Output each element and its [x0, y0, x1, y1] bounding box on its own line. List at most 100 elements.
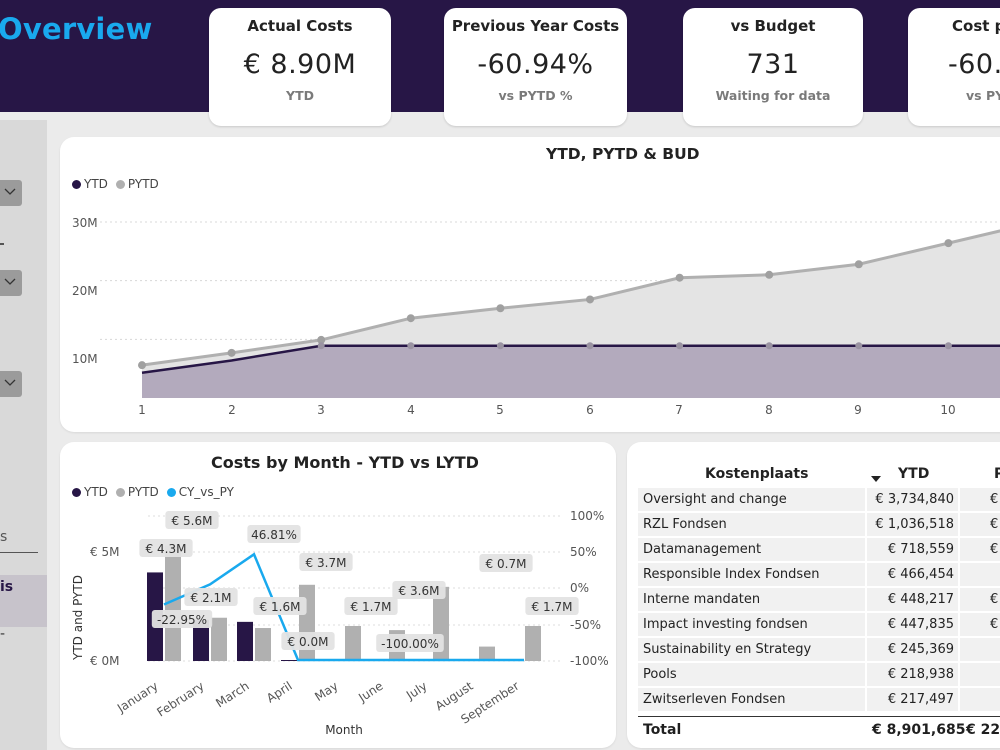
y-tick-label: 20M [72, 284, 98, 298]
slicer-dropdown[interactable] [0, 180, 22, 206]
table-row[interactable]: Interne mandaten € 448,217 € [638, 588, 1000, 611]
x-axis-title: Month [325, 723, 363, 737]
nav-item-label[interactable]: is [0, 579, 14, 595]
ytd-bar [237, 621, 253, 661]
legend-marker [115, 487, 125, 497]
legend-item-cy-vs-py[interactable]: CY_vs_PY [166, 485, 234, 499]
cell-ytd: € 3,734,840 [867, 488, 958, 511]
cell-ytd: € 448,217 [867, 588, 958, 611]
data-label-bg [165, 511, 219, 529]
total-py: € 22, [966, 722, 1000, 738]
y-tick-label: 30M [72, 216, 98, 230]
legend-item-pytd[interactable]: PYTD [115, 177, 159, 191]
x-tick-label: 7 [675, 403, 683, 417]
data-label: € 1.7M [525, 597, 579, 615]
x-axis-labels: January February March April May June Ju… [114, 679, 522, 727]
cell-py: € [960, 513, 1000, 536]
data-label-text: € 1.7M [532, 600, 573, 614]
cell-kostenplaats: Interne mandaten [638, 588, 865, 611]
cy-vs-py-line [163, 552, 524, 662]
cell-py: € [960, 613, 1000, 636]
table-row[interactable]: Impact investing fondsen € 447,835 € [638, 613, 1000, 636]
legend-marker [72, 179, 81, 189]
column-header-kostenplaats[interactable]: Kostenplaats [705, 466, 809, 482]
ytd-bar [193, 619, 209, 661]
cy-vs-py-line [163, 552, 524, 662]
chevron-down-icon [4, 379, 16, 386]
chart-title: Costs by Month - YTD vs LYTD [211, 453, 479, 472]
data-label: 46.81% [247, 525, 301, 543]
x-tick-label: March [213, 679, 251, 711]
nav-item-label[interactable]: s [0, 529, 8, 545]
data-label-bg [525, 597, 579, 615]
nav-item-active[interactable] [0, 575, 47, 627]
data-label-bg [151, 610, 213, 628]
x-tick-label: 1 [138, 403, 146, 417]
series-areas [142, 230, 1000, 398]
x-tick-label: 3 [317, 403, 325, 417]
kpi-subtitle: vs PYTD % [498, 88, 573, 103]
pytd-point [138, 361, 146, 370]
legend-label: YTD [84, 177, 108, 191]
data-label: € 4.3M [139, 539, 193, 557]
table-row[interactable]: Datamanagement € 718,559 € [638, 538, 1000, 561]
data-label: € 2.1M [184, 588, 238, 606]
kpi-value: -60.94% [477, 49, 594, 80]
pytd-bar [165, 545, 181, 661]
kpi-card-cost-partial[interactable]: Cost p -60. vs PY [908, 8, 1000, 126]
legend-item-pytd[interactable]: PYTD [115, 485, 159, 499]
data-label: € 1.6M [253, 597, 307, 615]
legend-item-ytd[interactable]: YTD [72, 177, 108, 191]
cell-ytd: € 447,835 [867, 613, 958, 636]
kpi-card-vs-budget[interactable]: vs Budget 731 Waiting for data [683, 8, 863, 126]
filter-sidebar: s is - [0, 120, 47, 750]
data-label-text: € 0.0M [288, 635, 329, 649]
table-row[interactable]: Zwitserleven Fondsen € 217,497 [638, 688, 1000, 711]
data-label: € 5.6M [165, 511, 219, 529]
column-header-ytd[interactable]: YTD [898, 466, 930, 482]
pytd-bar [479, 646, 495, 661]
kpi-card-actual-costs[interactable]: Actual Costs € 8.90M YTD [209, 8, 391, 126]
cell-ytd: € 217,497 [867, 688, 958, 711]
sort-descending-icon[interactable] [871, 476, 881, 483]
chevron-down-icon [4, 278, 16, 285]
ytd-point [496, 342, 504, 350]
x-tick-label: 8 [765, 403, 773, 417]
nav-item-label[interactable]: - [0, 626, 6, 642]
cell-kostenplaats: Impact investing fondsen [638, 613, 865, 636]
legend-marker [166, 487, 176, 497]
ytd-area [142, 345, 1000, 398]
data-label: € 3.7M [299, 553, 353, 571]
y-axis-title: YTD and PYTD [71, 575, 85, 661]
chart-legend: YTD PYTD [72, 177, 167, 191]
kpi-subtitle: Waiting for data [715, 88, 831, 103]
data-label: € 1.7M [344, 597, 398, 615]
chart-title: YTD, PYTD & BUD [546, 145, 700, 163]
data-label-text: € 5.6M [172, 514, 213, 528]
ytd-bar [281, 660, 297, 661]
pytd-bar [211, 617, 227, 661]
table-row[interactable]: Sustainability en Strategy € 245,369 [638, 638, 1000, 661]
table-row[interactable]: Pools € 218,938 [638, 663, 1000, 686]
data-label-bg [344, 597, 398, 615]
data-label-text: € 1.7M [351, 600, 392, 614]
x-tick-label: 5 [496, 403, 504, 417]
table-row[interactable]: RZL Fondsen € 1,036,518 € [638, 513, 1000, 536]
cell-kostenplaats: Responsible Index Fondsen [638, 563, 865, 586]
legend-label: PYTD [127, 177, 159, 191]
pytd-point [854, 260, 863, 269]
table-row[interactable]: Responsible Index Fondsen € 466,454 [638, 563, 1000, 586]
ytd-pytd-area-chart: 30M 20M 10M 1 2 3 4 5 6 7 8 9 10 [72, 216, 1000, 417]
slicer-dropdown[interactable] [0, 270, 22, 296]
column-header-py[interactable]: P [994, 466, 1000, 482]
x-tick-label: 4 [407, 403, 415, 417]
kpi-card-previous-year-costs[interactable]: Previous Year Costs -60.94% vs PYTD % [444, 8, 627, 126]
data-label-bg [392, 581, 446, 599]
legend-item-ytd[interactable]: YTD [72, 485, 108, 499]
table-row[interactable]: Oversight and change € 3,734,840 € [638, 488, 1000, 511]
kpi-title: vs Budget [730, 17, 816, 35]
slicer-dropdown[interactable] [0, 371, 22, 397]
cell-kostenplaats: Zwitserleven Fondsen [638, 688, 865, 711]
data-labels: € 5.6M € 4.3M 46.81% € 3.7M € 3.6M € 2.1M € 1.… [139, 511, 579, 652]
cell-kostenplaats: Oversight and change [638, 488, 865, 511]
